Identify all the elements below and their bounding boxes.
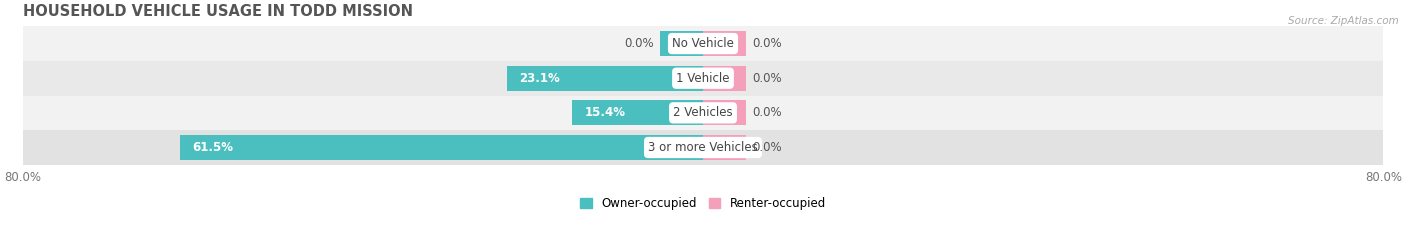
Text: 0.0%: 0.0% [624, 37, 654, 50]
Text: HOUSEHOLD VEHICLE USAGE IN TODD MISSION: HOUSEHOLD VEHICLE USAGE IN TODD MISSION [22, 4, 413, 19]
Text: 61.5%: 61.5% [193, 141, 233, 154]
Text: 1 Vehicle: 1 Vehicle [676, 72, 730, 85]
Bar [22, 61, 1384, 96]
Text: Source: ZipAtlas.com: Source: ZipAtlas.com [1288, 16, 1399, 26]
Text: 0.0%: 0.0% [752, 37, 782, 50]
Text: 3 or more Vehicles: 3 or more Vehicles [648, 141, 758, 154]
Bar [703, 100, 745, 125]
Legend: Owner-occupied, Renter-occupied: Owner-occupied, Renter-occupied [575, 192, 831, 215]
Bar [703, 135, 745, 160]
Text: No Vehicle: No Vehicle [672, 37, 734, 50]
Bar [703, 31, 745, 56]
Bar [703, 66, 745, 91]
Bar [661, 31, 703, 56]
Text: 0.0%: 0.0% [752, 141, 782, 154]
Text: 15.4%: 15.4% [585, 106, 626, 119]
Bar [22, 130, 1384, 165]
Text: 2 Vehicles: 2 Vehicles [673, 106, 733, 119]
Bar [22, 96, 1384, 130]
Bar [506, 66, 703, 91]
Text: 0.0%: 0.0% [752, 72, 782, 85]
Bar [22, 26, 1384, 61]
Bar [572, 100, 703, 125]
Bar [180, 135, 703, 160]
Text: 23.1%: 23.1% [519, 72, 560, 85]
Text: 0.0%: 0.0% [752, 106, 782, 119]
